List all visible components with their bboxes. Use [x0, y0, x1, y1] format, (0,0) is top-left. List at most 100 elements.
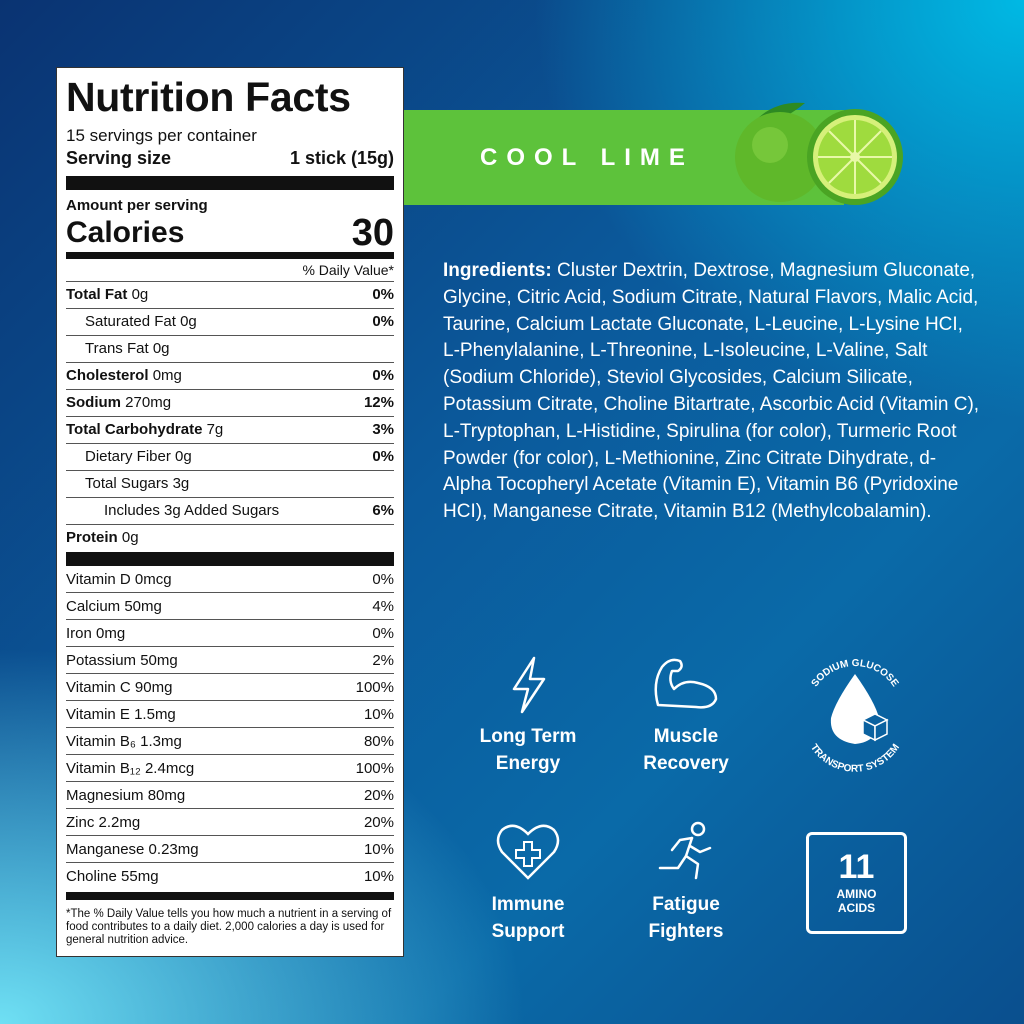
nutrient-label: Saturated Fat [85, 313, 176, 330]
nutrient-row: Sodium 270mg 12% [66, 390, 394, 417]
feature-immune-support: Immune Support [448, 891, 608, 945]
servings-per-container: 15 servings per container [66, 126, 257, 145]
feature-line1: Immune [491, 894, 565, 915]
vitamin-dv: 20% [363, 787, 394, 804]
nutrient-amount: 0g [121, 529, 139, 546]
nutrient-amount: 270mg [125, 394, 172, 411]
vitamin-row: Choline 55mg 10% [66, 863, 394, 890]
vitamin-dv: 10% [363, 706, 394, 723]
feature-line2: Fighters [648, 921, 724, 942]
serving-size-value: 1 stick (15g) [289, 148, 394, 168]
vitamin-name: Vitamin B₁₂ 2.4mcg [66, 760, 195, 777]
heart-cross-icon [496, 824, 560, 880]
nutrient-amount: 0g [131, 286, 149, 303]
vitamin-dv: 100% [355, 760, 394, 777]
divider [66, 552, 394, 566]
vitamin-row: Manganese 0.23mg 10% [66, 836, 394, 863]
vitamin-row: Vitamin B₁₂ 2.4mcg 100% [66, 755, 394, 782]
ingredients-label: Ingredients: [443, 260, 552, 281]
nutrient-row: Total Carbohydrate 7g 3% [66, 417, 394, 444]
flavor-name: COOL LIME [480, 144, 694, 171]
nutrient-dv: 0% [372, 367, 394, 384]
nutrient-label: Total Sugars [85, 475, 169, 492]
vitamin-row: Vitamin C 90mg 100% [66, 674, 394, 701]
nutrient-label: Protein [66, 529, 118, 546]
vitamin-row: Magnesium 80mg 20% [66, 782, 394, 809]
vitamin-row: Vitamin D 0mcg 0% [66, 566, 394, 593]
nutrient-name: Dietary Fiber 0g [85, 444, 192, 470]
serving-size-label: Serving size [66, 148, 172, 168]
calories-value: 30 [351, 212, 394, 254]
nutrient-name: Total Fat 0g [66, 282, 148, 308]
feature-line2: Recovery [643, 753, 729, 774]
serving-size: Serving size 1 stick (15g) [66, 146, 394, 170]
vitamin-dv: 0% [372, 625, 394, 642]
nutrient-amount: 3g [172, 475, 190, 492]
vitamin-name: Zinc 2.2mg [66, 814, 141, 831]
nutrient-name: Cholesterol 0mg [66, 363, 182, 389]
nutrient-row: Cholesterol 0mg 0% [66, 363, 394, 390]
vitamin-dv: 2% [372, 652, 394, 669]
amino-line2: ACIDS [837, 901, 876, 915]
nutrient-name: Saturated Fat 0g [85, 309, 197, 335]
nutrition-facts-label: Nutrition Facts 15 servings per containe… [56, 67, 404, 957]
amino-count: 11 [838, 848, 875, 886]
feature-line2: Energy [495, 753, 561, 774]
vitamin-name: Calcium 50mg [66, 598, 162, 615]
nutrient-row: Total Sugars 3g [66, 471, 394, 498]
nutrient-row: Includes 3g Added Sugars 6% [66, 498, 394, 525]
nutrient-dv: 6% [372, 502, 394, 519]
vitamin-name: Iron 0mg [66, 625, 126, 642]
nutrient-row: Total Fat 0g 0% [66, 282, 394, 309]
divider [66, 252, 394, 259]
divider [66, 892, 394, 900]
calories: Calories 30 [66, 212, 394, 254]
feature-line2: Support [491, 921, 565, 942]
vitamin-row: Potassium 50mg 2% [66, 647, 394, 674]
vitamin-dv: 80% [363, 733, 394, 750]
sodium-glucose-transport-badge: SODIUM GLUCOSE TRANSPORT SYSTEM [808, 658, 902, 775]
feature-fatigue-fighters: Fatigue Fighters [606, 891, 766, 945]
lightning-icon [512, 656, 546, 714]
vitamin-dv: 4% [372, 598, 394, 615]
nutrient-amount: 0g [152, 340, 170, 357]
label-title: Nutrition Facts [66, 74, 351, 120]
nutrient-row: Protein 0g [66, 525, 394, 552]
nutrient-row: Trans Fat 0g [66, 336, 394, 363]
vitamin-name: Magnesium 80mg [66, 787, 186, 804]
vitamin-row: Calcium 50mg 4% [66, 593, 394, 620]
vitamin-name: Vitamin E 1.5mg [66, 706, 176, 723]
feature-line1: Muscle [653, 726, 719, 747]
runner-icon [658, 821, 712, 880]
vitamin-dv: 0% [372, 571, 394, 588]
vitamin-dv: 10% [363, 841, 394, 858]
svg-text:TRANSPORT SYSTEM: TRANSPORT SYSTEM [808, 742, 902, 775]
vitamin-dv: 100% [355, 679, 394, 696]
nutrient-dv: 3% [372, 421, 394, 438]
feature-line1: Long Term [479, 726, 577, 747]
feature-muscle-recovery: Muscle Recovery [606, 723, 766, 777]
vitamin-name: Potassium 50mg [66, 652, 178, 669]
nutrient-name: Protein 0g [66, 525, 139, 552]
vitamin-name: Vitamin B₆ 1.3mg [66, 733, 182, 750]
nutrient-dv: 0% [372, 286, 394, 303]
nutrient-dv: 12% [363, 394, 394, 411]
nutrient-label: Cholesterol [66, 367, 149, 384]
vitamin-name: Choline 55mg [66, 868, 159, 885]
vitamin-dv: 20% [363, 814, 394, 831]
daily-value-header: % Daily Value* [66, 259, 394, 282]
nutrient-amount: 0g [180, 313, 197, 330]
nutrient-label: Total Carbohydrate [66, 421, 203, 438]
nutrient-name: Total Sugars 3g [85, 471, 189, 497]
vitamin-row: Zinc 2.2mg 20% [66, 809, 394, 836]
nutrient-label: Dietary Fiber [85, 448, 171, 465]
nutrient-name: Total Carbohydrate 7g [66, 417, 223, 443]
lime-icon [735, 102, 903, 205]
ingredients-text: Cluster Dextrin, Dextrose, Magnesium Glu… [443, 260, 980, 523]
vitamin-name: Manganese 0.23mg [66, 841, 199, 858]
vitamin-row: Vitamin E 1.5mg 10% [66, 701, 394, 728]
ingredients: Ingredients: Cluster Dextrin, Dextrose, … [443, 258, 983, 526]
nutrient-dv: 0% [372, 313, 394, 330]
amino-line1: AMINO [836, 887, 877, 901]
nutrient-name: Includes 3g Added Sugars [104, 498, 279, 524]
